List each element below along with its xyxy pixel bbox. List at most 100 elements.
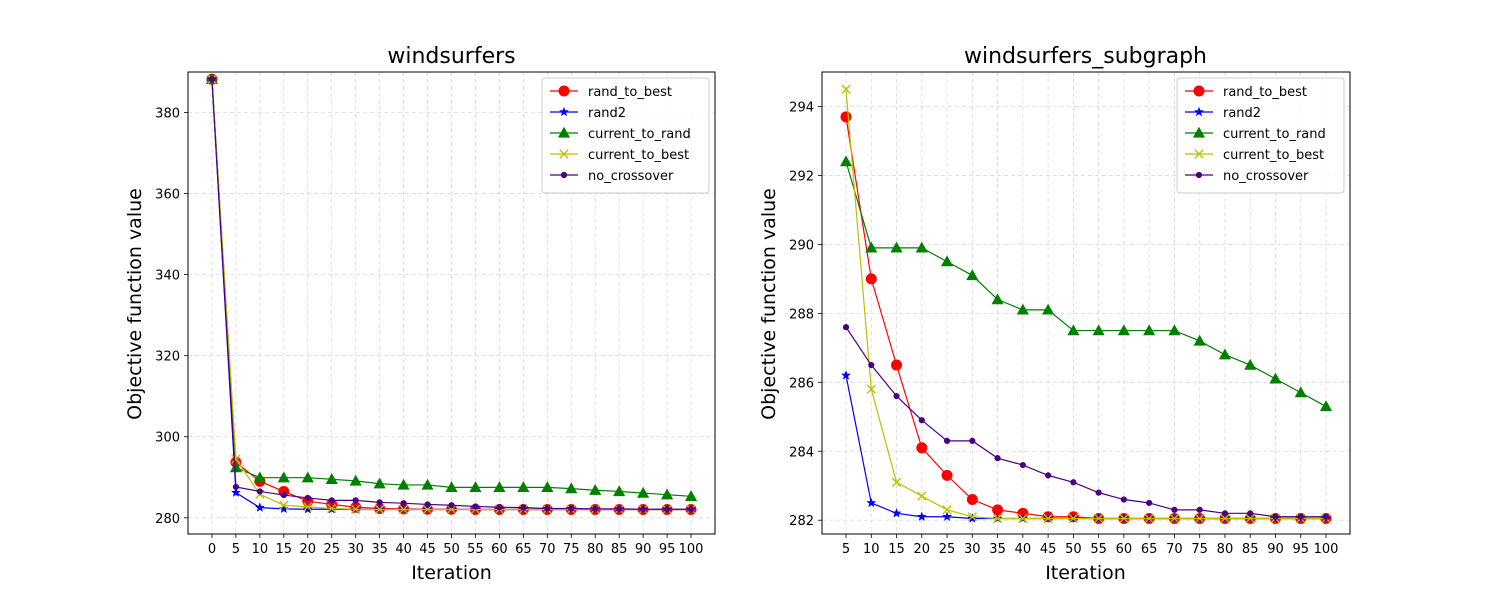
- marker-dot: [328, 497, 335, 504]
- chart-panel-windsurfers: windsurfers 0 5 10 15 20 25 30 35 40 45 50 55 60 65 70…: [124, 44, 716, 584]
- legend-item: no_crossover: [550, 169, 674, 184]
- marker-dot: [640, 506, 647, 513]
- marker-dot: [568, 505, 575, 512]
- x-tick-label: 55: [1090, 542, 1107, 557]
- x-tick-label: 70: [1166, 542, 1183, 557]
- marker-triangle: [397, 478, 410, 490]
- x-tick-label: 70: [539, 542, 556, 557]
- legend-item: current_to_best: [550, 148, 689, 163]
- x-tick-label: 15: [888, 542, 905, 557]
- x-tick-label: 90: [635, 542, 652, 557]
- marker-triangle: [253, 471, 266, 483]
- marker-dot: [496, 504, 503, 511]
- legend-item: current_to_rand: [1185, 126, 1326, 142]
- marker-dot: [969, 437, 976, 445]
- y-tick-label: 300: [155, 431, 180, 446]
- marker-star: [254, 502, 265, 512]
- marker-dot: [687, 506, 695, 513]
- x-tick-label: 50: [1065, 542, 1082, 557]
- marker-triangle: [1016, 303, 1029, 315]
- x-tick-label: 10: [863, 542, 880, 557]
- x-tick-label: 5: [232, 542, 240, 557]
- marker-triangle: [991, 293, 1004, 305]
- marker-dot: [1247, 510, 1254, 517]
- marker-dot: [1196, 506, 1203, 513]
- marker-x: [967, 512, 978, 522]
- marker-x: [1119, 513, 1129, 524]
- marker-star: [558, 106, 570, 117]
- x-tick-label: 25: [939, 542, 956, 557]
- marker-triangle: [349, 474, 362, 486]
- marker-dot: [256, 488, 263, 495]
- marker-star: [1193, 106, 1205, 117]
- y-tick-label: 290: [789, 238, 814, 253]
- legend: rand_to_best rand2 current_to_rand current_…: [1176, 77, 1345, 194]
- marker-dot: [304, 494, 311, 502]
- x-tick-label: 80: [587, 542, 604, 557]
- marker-triangle: [966, 269, 979, 281]
- marker-dot: [232, 483, 240, 491]
- axes-frame: [821, 71, 1351, 535]
- marker-circle: [966, 494, 978, 506]
- marker-x: [1245, 513, 1255, 524]
- marker-dot: [893, 392, 900, 400]
- marker-circle: [865, 273, 877, 285]
- x-tick-label: 20: [299, 542, 316, 557]
- marker-triangle: [915, 241, 928, 253]
- marker-triangle: [1117, 324, 1130, 336]
- marker-dot: [472, 503, 479, 510]
- marker-x: [1194, 513, 1205, 524]
- marker-dot: [352, 497, 359, 504]
- x-tick-label: 85: [611, 542, 628, 557]
- marker-x: [942, 505, 952, 515]
- x-tick-label: 90: [1267, 542, 1284, 557]
- marker-triangle: [1192, 126, 1206, 138]
- series-no-crossover: [208, 76, 695, 513]
- marker-star: [230, 487, 241, 497]
- marker-dot: [424, 501, 431, 508]
- marker-x: [327, 503, 337, 514]
- marker-circle: [891, 359, 903, 371]
- marker-x: [841, 84, 851, 94]
- marker-triangle: [565, 482, 578, 494]
- legend-item: rand2: [550, 106, 626, 121]
- marker-dot: [616, 505, 623, 512]
- marker-dot: [1297, 513, 1304, 520]
- y-tick-label: 284: [789, 445, 814, 460]
- marker-triangle: [277, 471, 290, 483]
- y-tick-label: 360: [155, 188, 180, 203]
- series-no-crossover: [842, 324, 1330, 520]
- marker-star: [840, 370, 852, 380]
- x-tick-label: 100: [1314, 542, 1339, 557]
- x-tick-label: 25: [323, 542, 340, 557]
- marker-circle: [916, 442, 928, 454]
- marker-x: [1169, 513, 1180, 524]
- marker-triangle: [865, 241, 878, 253]
- marker-dot: [1146, 499, 1153, 507]
- marker-triangle: [1269, 372, 1282, 384]
- marker-triangle: [301, 471, 314, 483]
- marker-dot: [208, 76, 216, 83]
- marker-star: [278, 503, 289, 514]
- marker-dot: [1070, 479, 1077, 486]
- legend-box: [1176, 77, 1345, 194]
- marker-triangle: [637, 486, 650, 498]
- chart-title: windsurfers_subgraph: [964, 44, 1207, 69]
- legend-item: current_to_rand: [550, 126, 691, 142]
- marker-x: [559, 149, 569, 159]
- y-tick-label: 286: [789, 376, 814, 391]
- x-tick-label: 10: [252, 542, 269, 557]
- marker-dot: [1171, 506, 1178, 513]
- marker-dot: [1019, 461, 1026, 469]
- marker-triangle: [493, 481, 506, 493]
- marker-triangle: [1319, 400, 1333, 412]
- marker-circle: [840, 111, 852, 123]
- marker-x: [917, 491, 927, 501]
- marker-triangle: [541, 481, 554, 493]
- x-tick-label: 100: [679, 542, 704, 557]
- x-tick-label: 45: [419, 542, 436, 557]
- marker-dot: [1221, 510, 1229, 517]
- marker-circle: [1193, 85, 1205, 97]
- marker-dot: [280, 491, 287, 499]
- series-current-to-rand: [205, 73, 698, 501]
